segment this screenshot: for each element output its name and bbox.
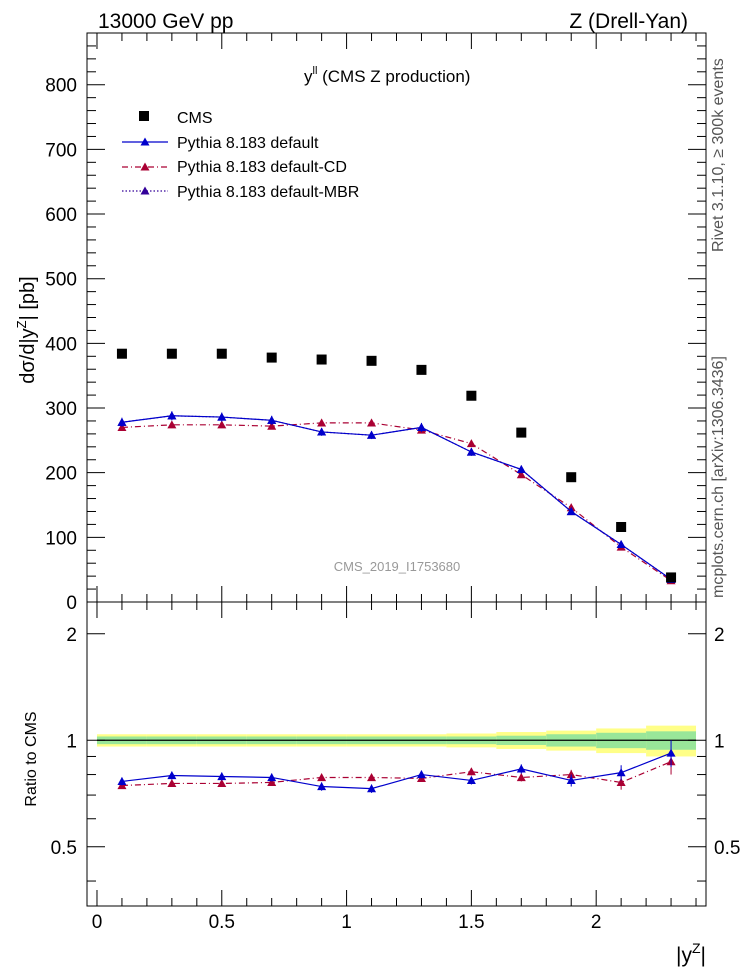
main-pythia-cd-point: [117, 422, 127, 432]
ratio-pythia-default-point: [167, 771, 177, 780]
main-cms-point: [516, 427, 527, 438]
main-pythia-default-point: [267, 415, 277, 424]
ratio-y-tick-label: 2: [66, 625, 77, 646]
ratio-pythia-cd-point: [367, 772, 377, 782]
main-y-tick-label: 300: [45, 399, 77, 420]
ratio-pythia-default-point: [466, 775, 476, 785]
main-pythia-cd-point: [367, 418, 377, 427]
main-cms-point: [216, 348, 227, 359]
main-cms-point: [116, 348, 127, 359]
legend-default-label: Pythia 8.183 default: [177, 135, 319, 152]
ratio-y-label: Ratio to CMS: [23, 711, 40, 806]
main-y-tick-label: 600: [45, 205, 77, 226]
ratio-pythia-default-point: [616, 768, 626, 777]
main-pythia-cd-point: [317, 418, 327, 427]
main-pythia-cd-point: [516, 470, 526, 479]
ratio-pythia-cd-point: [167, 778, 177, 788]
ratio-pythia-default-point: [416, 770, 426, 779]
ratio-y-tick-label-right: 0.5: [714, 838, 740, 859]
main-pythia-default-point: [416, 422, 426, 432]
legend-cms-label: CMS: [177, 110, 213, 127]
main-pythia-mbr-line: [121, 415, 672, 580]
x-tick-label: 0: [92, 912, 103, 933]
ratio-pythia-cd-point: [466, 767, 476, 776]
ratio-pythia-default-point: [566, 775, 576, 785]
ratio-pythia-default-point: [117, 776, 127, 786]
main-pythia-default-line: [121, 415, 672, 580]
ratio-pythia-cd-point: [616, 777, 626, 787]
main-pythia-cd-point: [167, 420, 177, 429]
legend-mbr-label: Pythia 8.183 default-MBR: [177, 184, 359, 201]
header-left: 13000 GeV pp: [98, 10, 233, 33]
main-y-tick-label: 100: [45, 528, 77, 549]
analysis-watermark: CMS_2019_I1753680: [334, 559, 461, 574]
main-y-tick-label: 0: [66, 593, 77, 614]
main-cms-point: [166, 348, 177, 359]
main-pythia-default-point: [167, 411, 177, 420]
ratio-y-tick-label: 1: [66, 731, 77, 752]
main-y-tick-label: 400: [45, 334, 77, 355]
x-tick-label: 2: [591, 912, 602, 933]
main-cms-point: [366, 355, 377, 366]
main-y-label: dσ/d|yZ| [pb]: [14, 276, 39, 383]
ratio-pythia-default-point: [267, 772, 277, 782]
ratio-pythia-cd-point: [217, 778, 227, 788]
header-right: Z (Drell-Yan): [569, 10, 688, 33]
main-y-tick-label: 700: [45, 140, 77, 161]
main-cms-point: [316, 354, 327, 365]
ratio-pythia-cd-point: [267, 777, 277, 787]
legend-cd-marker: [140, 162, 150, 171]
ratio-pythia-cd-line: [121, 761, 672, 787]
x-tick-label: 1.5: [458, 912, 484, 933]
ratio-pythia-cd-point: [317, 772, 327, 782]
x-axis-label: |yZ|: [676, 940, 706, 967]
ratio-plot-frame: [86, 601, 707, 907]
rivet-label: Rivet 3.1.10, ≥ 300k events: [710, 58, 727, 252]
main-pythia-default-point: [516, 464, 526, 474]
main-y-tick-label: 500: [45, 270, 77, 291]
main-cms-point: [266, 352, 277, 363]
main-cms-point: [416, 364, 427, 375]
main-cms-point: [466, 390, 477, 401]
ratio-pythia-default-point: [666, 748, 676, 757]
ratio-pythia-default-point: [317, 782, 327, 791]
main-pythia-cd-line: [121, 422, 672, 582]
ratio-pythia-cd-point: [516, 772, 526, 782]
main-pythia-default-point: [616, 539, 626, 549]
ratio-y-tick-label: 0.5: [51, 838, 77, 859]
main-cms-point: [666, 572, 677, 583]
ratio-y-tick-label-right: 2: [714, 625, 725, 646]
main-pythia-cd-point: [267, 421, 277, 430]
x-tick-label: 0.5: [209, 912, 235, 933]
ratio-y-tick-label-right: 1: [714, 731, 725, 752]
main-pythia-default-point: [466, 447, 476, 456]
x-tick-label: 1: [341, 912, 352, 933]
main-title: yll (CMS Z production): [304, 65, 470, 86]
main-cms-point: [566, 472, 577, 483]
legend-cd-label: Pythia 8.183 default-CD: [177, 159, 347, 176]
legend-cms-marker: [139, 111, 149, 121]
main-y-tick-label: 800: [45, 76, 77, 97]
ratio-pythia-default-point: [516, 764, 526, 773]
main-pythia-cd-point: [466, 439, 476, 448]
main-pythia-default-point: [566, 506, 576, 516]
legend: CMS Pythia 8.183 default Pythia 8.183 de…: [122, 110, 359, 201]
main-pythia-default-point: [217, 412, 227, 421]
ratio-pythia-default-line: [121, 752, 672, 790]
main-pythia-default-point: [367, 430, 377, 439]
ratio-pythia-default-point: [367, 784, 377, 793]
main-cms-point: [616, 521, 627, 532]
legend-mbr-marker: [140, 186, 150, 195]
mcplots-label: mcplots.cern.ch [arXiv:1306.3436]: [710, 356, 727, 598]
main-pythia-default-point: [317, 427, 327, 436]
ratio-pythia-cd-point: [566, 770, 576, 779]
ratio-pythia-default-point: [217, 771, 227, 781]
legend-default-marker: [140, 137, 150, 146]
main-pythia-default-point: [117, 417, 127, 426]
main-pythia-cd-point: [217, 420, 227, 429]
main-y-tick-label: 200: [45, 464, 77, 485]
